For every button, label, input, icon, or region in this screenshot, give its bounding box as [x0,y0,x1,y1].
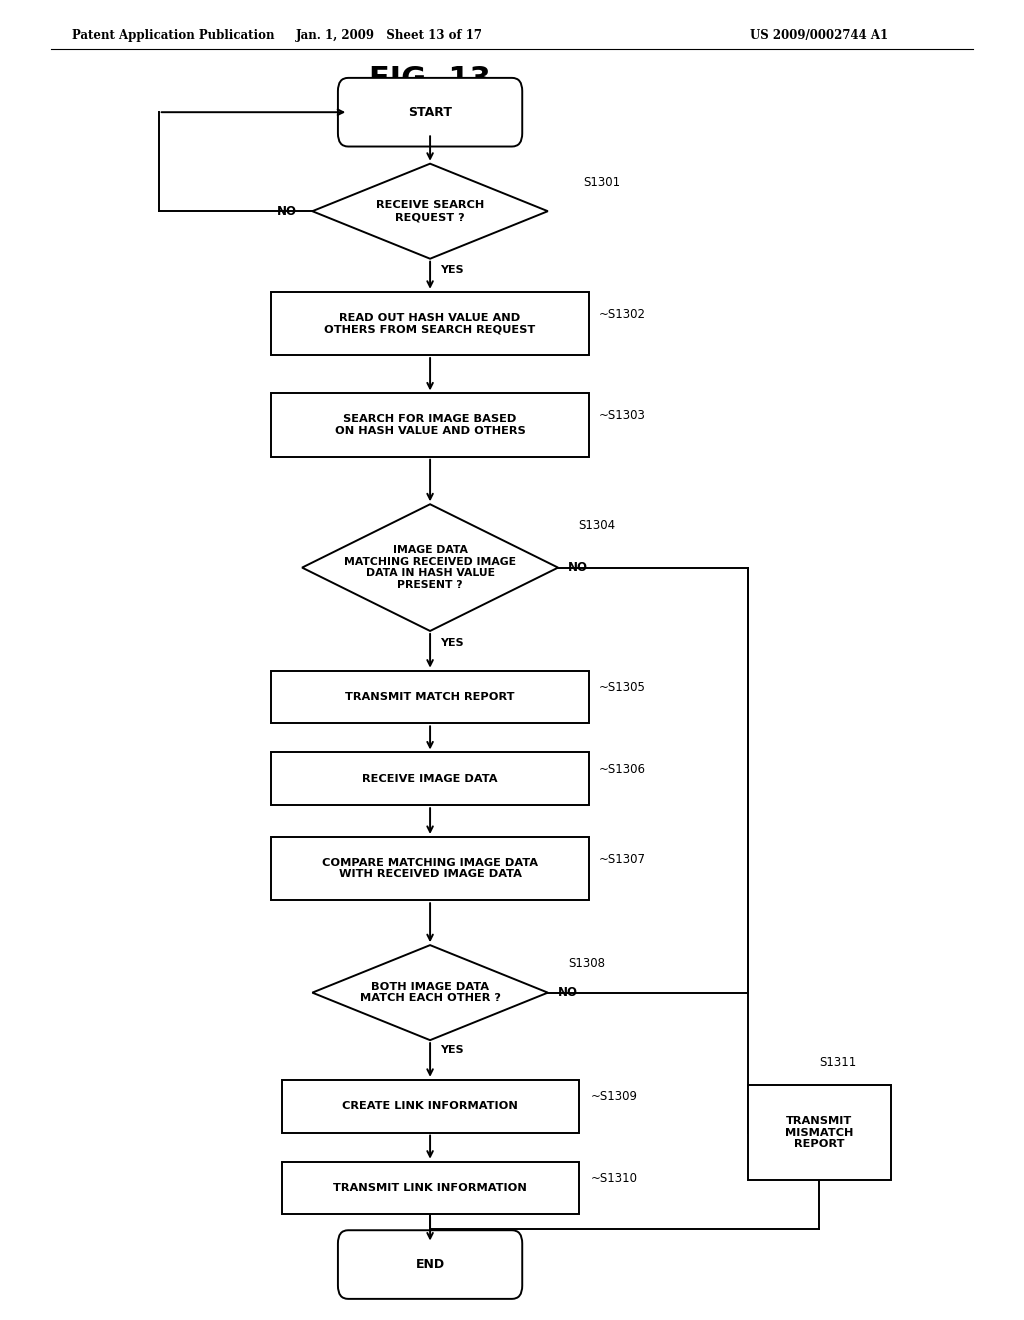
Text: Patent Application Publication: Patent Application Publication [72,29,274,42]
Text: Jan. 1, 2009   Sheet 13 of 17: Jan. 1, 2009 Sheet 13 of 17 [296,29,482,42]
Text: ~S1310: ~S1310 [591,1172,638,1185]
Text: ~S1302: ~S1302 [599,308,646,321]
Text: COMPARE MATCHING IMAGE DATA
WITH RECEIVED IMAGE DATA: COMPARE MATCHING IMAGE DATA WITH RECEIVE… [323,858,538,879]
Bar [271,837,589,900]
Bar [271,671,589,723]
Text: ~S1303: ~S1303 [599,409,646,422]
FancyBboxPatch shape [338,1230,522,1299]
Text: RECEIVE SEARCH
REQUEST ?: RECEIVE SEARCH REQUEST ? [376,201,484,222]
Text: S1308: S1308 [568,957,605,970]
Polygon shape [312,945,548,1040]
Bar [271,752,589,805]
Text: ~S1307: ~S1307 [599,853,646,866]
Text: CREATE LINK INFORMATION: CREATE LINK INFORMATION [342,1101,518,1111]
Text: FIG. 13: FIG. 13 [370,65,490,94]
Text: SEARCH FOR IMAGE BASED
ON HASH VALUE AND OTHERS: SEARCH FOR IMAGE BASED ON HASH VALUE AND… [335,414,525,436]
Bar [282,1162,579,1214]
Text: S1301: S1301 [584,176,621,189]
Text: ~S1309: ~S1309 [591,1090,638,1104]
Bar [271,393,589,457]
Text: S1311: S1311 [819,1056,856,1069]
Text: BOTH IMAGE DATA
MATCH EACH OTHER ?: BOTH IMAGE DATA MATCH EACH OTHER ? [359,982,501,1003]
Text: TRANSMIT LINK INFORMATION: TRANSMIT LINK INFORMATION [333,1183,527,1193]
Text: NO: NO [558,986,579,999]
Text: NO: NO [276,205,297,218]
Text: IMAGE DATA
MATCHING RECEIVED IMAGE
DATA IN HASH VALUE
PRESENT ?: IMAGE DATA MATCHING RECEIVED IMAGE DATA … [344,545,516,590]
Text: ~S1306: ~S1306 [599,763,646,776]
Polygon shape [312,164,548,259]
Text: NO: NO [568,561,589,574]
Text: US 2009/0002744 A1: US 2009/0002744 A1 [751,29,888,42]
Text: YES: YES [440,638,464,648]
Text: TRANSMIT
MISMATCH
REPORT: TRANSMIT MISMATCH REPORT [785,1115,853,1150]
FancyBboxPatch shape [338,78,522,147]
Text: YES: YES [440,265,464,276]
Polygon shape [302,504,558,631]
Text: START: START [409,106,452,119]
Text: END: END [416,1258,444,1271]
Bar [282,1080,579,1133]
Text: RECEIVE IMAGE DATA: RECEIVE IMAGE DATA [362,774,498,784]
Text: READ OUT HASH VALUE AND
OTHERS FROM SEARCH REQUEST: READ OUT HASH VALUE AND OTHERS FROM SEAR… [325,313,536,334]
Text: TRANSMIT MATCH REPORT: TRANSMIT MATCH REPORT [345,692,515,702]
Text: YES: YES [440,1045,464,1056]
Bar [271,292,589,355]
Text: ~S1305: ~S1305 [599,681,646,694]
Bar [748,1085,891,1180]
Text: S1304: S1304 [579,519,615,532]
